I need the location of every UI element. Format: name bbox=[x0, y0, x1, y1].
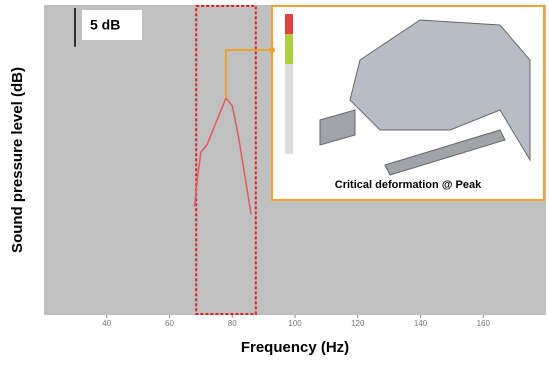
x-tick-label: 40 bbox=[102, 319, 111, 328]
x-tick-label: 60 bbox=[165, 319, 174, 328]
inset-caption: Critical deformation @ Peak bbox=[335, 179, 482, 191]
y-axis-label: Sound pressure level (dB) bbox=[9, 67, 26, 253]
x-tick-label: 120 bbox=[351, 319, 365, 328]
scale-label: 5 dB bbox=[90, 17, 120, 33]
connector-dot bbox=[269, 47, 275, 53]
x-tick-label: 80 bbox=[228, 319, 237, 328]
page: Frequency (Hz) Sound pressure level (dB)… bbox=[0, 0, 549, 365]
x-axis-label: Frequency (Hz) bbox=[241, 339, 349, 356]
chart: Frequency (Hz) Sound pressure level (dB)… bbox=[0, 0, 549, 360]
color-legend-mid bbox=[285, 34, 293, 64]
x-tick-label: 160 bbox=[477, 319, 491, 328]
color-legend-top bbox=[285, 14, 293, 34]
x-tick-label: 140 bbox=[414, 319, 428, 328]
x-tick-label: 100 bbox=[288, 319, 302, 328]
inset: Critical deformation @ Peak bbox=[272, 6, 544, 200]
